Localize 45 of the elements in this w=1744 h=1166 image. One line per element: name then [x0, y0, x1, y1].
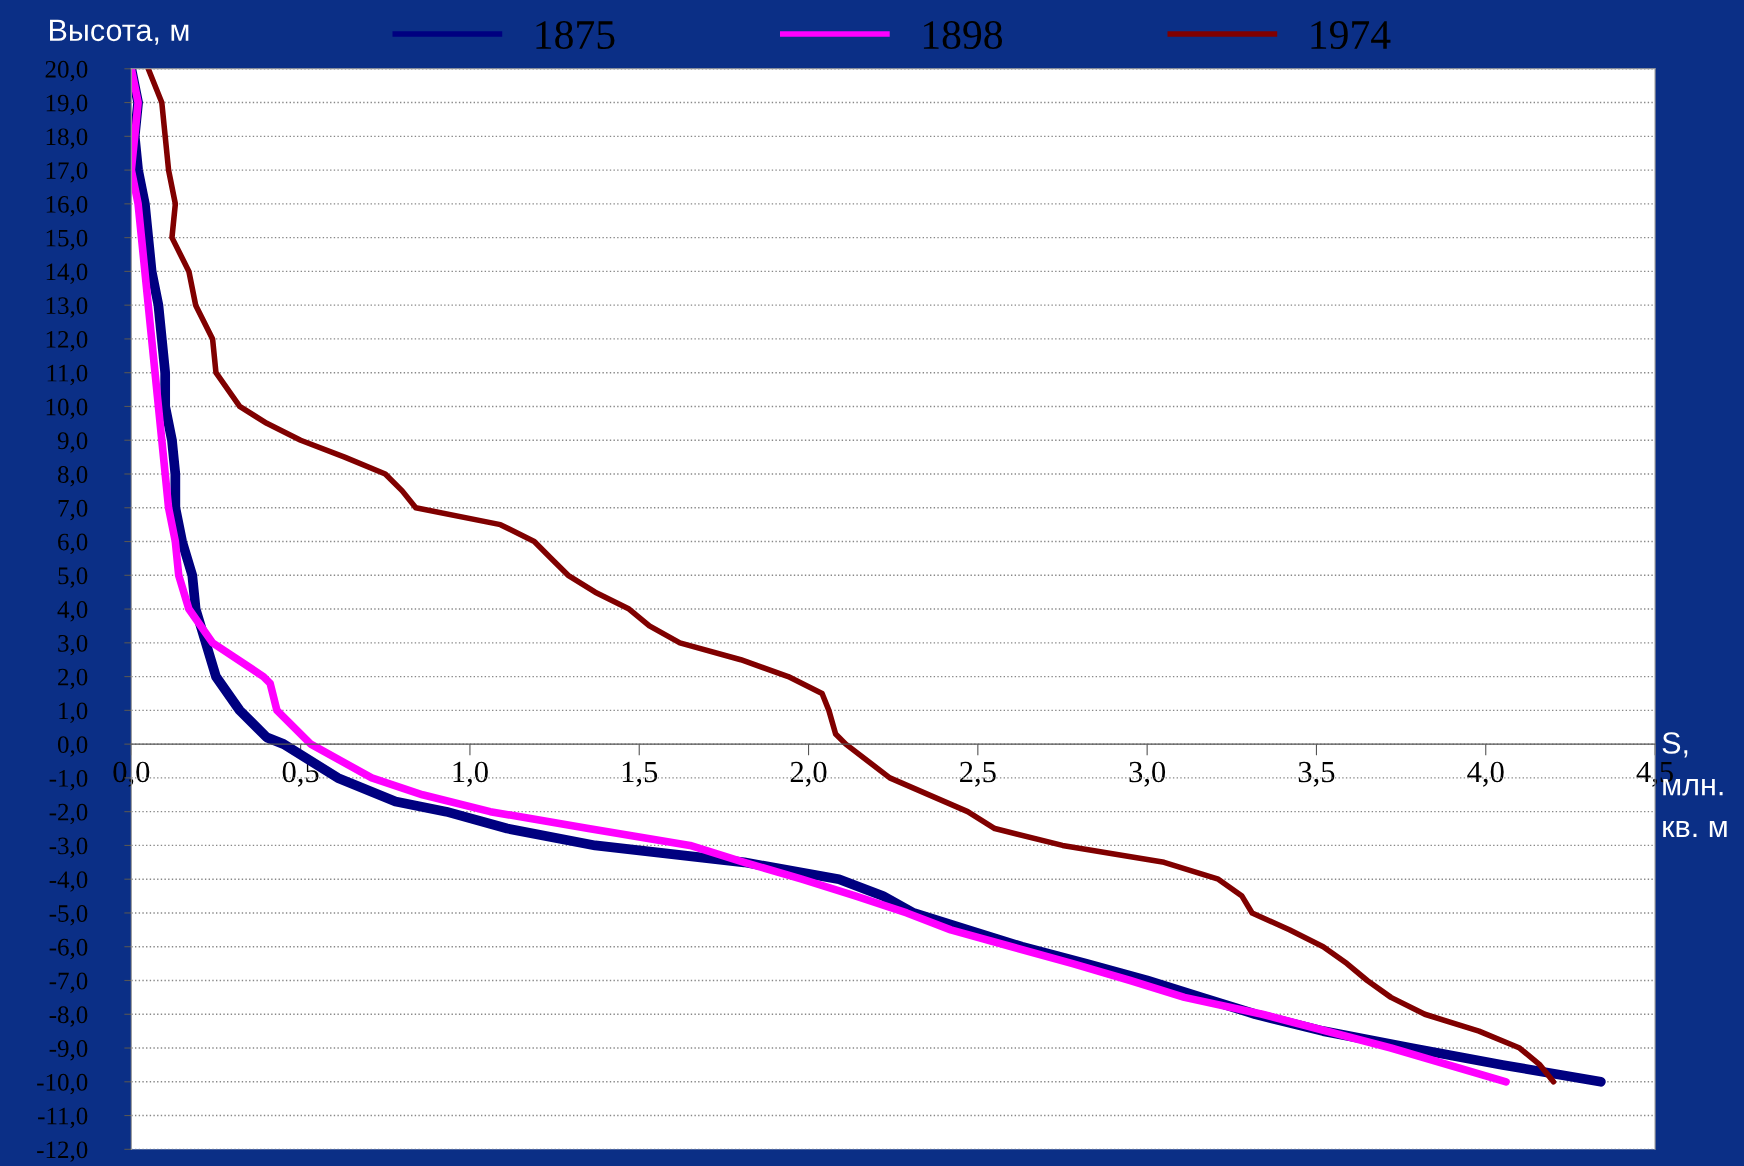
y-tick-label: 19,0 — [46, 94, 88, 116]
x-tick-label: 1,5 — [622, 761, 658, 787]
y-tick-label: 16,0 — [46, 195, 88, 217]
y-tick-label: -2,0 — [49, 803, 88, 825]
y-tick-label: -12,0 — [37, 1141, 88, 1162]
y-axis-title: Высота, м — [50, 19, 189, 45]
y-tick-label: 14,0 — [46, 263, 88, 284]
legend-label: 1974 — [1311, 21, 1391, 50]
x-tick-label: 3,5 — [1298, 761, 1335, 787]
x-tick-label: 3,0 — [1129, 761, 1166, 787]
y-tick-label: 3,0 — [58, 634, 88, 656]
y-tick-label: 1,0 — [59, 702, 88, 723]
y-tick-label: 18,0 — [46, 128, 88, 149]
y-tick-label: 8,0 — [57, 466, 88, 487]
y-tick-label: -5,0 — [49, 905, 88, 926]
y-tick-label: 20,0 — [45, 60, 88, 82]
y-tick-label: -4,0 — [49, 871, 88, 892]
x-tick-label: 0,0 — [113, 761, 150, 787]
y-tick-label: 0,0 — [57, 736, 88, 757]
y-tick-label: 12,0 — [46, 330, 88, 352]
y-tick-label: 5,0 — [58, 567, 88, 588]
y-tick-label: -6,0 — [49, 938, 88, 960]
y-tick-label: 6,0 — [58, 533, 88, 555]
legend-label: 1875 — [536, 20, 615, 50]
y-tick-label: -9,0 — [49, 1040, 88, 1061]
y-tick-label: 9,0 — [57, 432, 88, 453]
y-tick-label: 10,0 — [46, 398, 88, 419]
legend-label: 1898 — [923, 20, 1003, 50]
x-tick-label: 1,0 — [453, 761, 488, 787]
y-tick-label: -3,0 — [49, 837, 88, 858]
y-tick-label: 13,0 — [46, 297, 88, 318]
y-tick-label: -10,0 — [37, 1073, 88, 1095]
y-tick-label: 11,0 — [47, 364, 88, 386]
y-tick-label: -8,0 — [49, 1006, 88, 1027]
y-tick-label: -1,0 — [49, 769, 88, 791]
y-tick-label: 2,0 — [58, 668, 88, 690]
x-tick-label: 4,0 — [1467, 761, 1504, 787]
y-tick-label: 7,0 — [58, 499, 88, 521]
y-tick-label: 15,0 — [46, 229, 88, 251]
y-tick-label: -7,0 — [49, 972, 88, 994]
x-tick-label: 2,0 — [790, 761, 827, 787]
y-tick-label: 4,0 — [57, 601, 88, 622]
y-tick-label: -11,0 — [38, 1107, 88, 1129]
y-tick-label: 17,0 — [46, 162, 88, 183]
x-tick-label: 2,5 — [960, 761, 996, 787]
